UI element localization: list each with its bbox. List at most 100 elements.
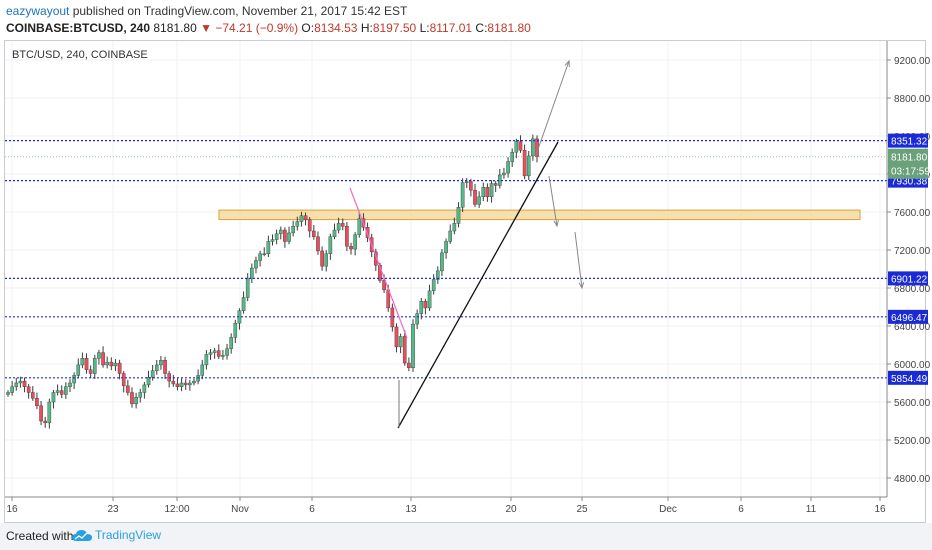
candle xyxy=(473,183,477,208)
y-tick-label: 6400.00 xyxy=(894,322,931,333)
x-tick-label: 6 xyxy=(738,504,744,515)
candle xyxy=(39,400,43,426)
candle xyxy=(274,229,279,245)
candle-body xyxy=(22,380,27,388)
symbol-name: COINBASE:BTCUSD, 240 xyxy=(6,21,151,35)
candle xyxy=(498,168,502,189)
candle xyxy=(212,347,217,359)
created-with-label: Created with xyxy=(6,529,74,543)
candle-body xyxy=(188,382,192,386)
candle xyxy=(175,378,180,391)
candle xyxy=(14,377,19,391)
candle-body xyxy=(531,138,535,157)
candle xyxy=(287,226,291,245)
candle xyxy=(138,388,143,403)
candle-body xyxy=(299,215,304,222)
candle xyxy=(18,376,23,388)
candle xyxy=(229,333,233,354)
candle-body xyxy=(130,392,134,405)
level-price-tag xyxy=(888,133,928,148)
candle-body xyxy=(59,390,64,395)
candle-body xyxy=(349,245,353,250)
arrow-head-icon xyxy=(578,282,585,290)
candle xyxy=(76,358,81,378)
candle xyxy=(35,392,39,410)
candle-body xyxy=(97,352,101,359)
y-tick-label: 4800.00 xyxy=(894,474,931,485)
candle xyxy=(365,222,370,243)
author-link[interactable]: eazywayout xyxy=(6,4,70,18)
candle xyxy=(299,211,304,227)
candle-body xyxy=(411,323,415,369)
candle xyxy=(245,273,250,302)
y-tick-label: 8800.00 xyxy=(894,94,931,105)
candle-body xyxy=(43,420,47,424)
trend-drawings xyxy=(349,59,585,429)
candle-body xyxy=(316,236,320,252)
candle-body xyxy=(423,301,428,309)
candle xyxy=(109,357,114,371)
candle-body xyxy=(225,348,229,356)
candle-body xyxy=(80,358,85,366)
arrow-head-icon xyxy=(553,220,559,228)
candle-body xyxy=(113,362,118,367)
candle xyxy=(72,372,76,389)
candle-body xyxy=(481,187,486,198)
uptrend-line xyxy=(397,141,559,429)
candle-body xyxy=(92,358,97,374)
candle xyxy=(349,242,353,255)
candle-body xyxy=(402,336,407,364)
tradingview-logo[interactable]: TradingView xyxy=(72,528,161,542)
candle-body xyxy=(398,336,403,348)
candle xyxy=(332,223,337,240)
candle-body xyxy=(493,183,498,186)
candle-body xyxy=(35,398,39,407)
candle xyxy=(159,356,163,370)
horizontal-levels xyxy=(5,140,887,379)
resistance-zone xyxy=(218,209,861,221)
x-tick-label: Dec xyxy=(659,504,677,515)
candle xyxy=(431,274,436,295)
time-axis[interactable]: 16 23 12:00 Nov 6 13 20 25 Dec 6 11 16 xyxy=(5,496,887,515)
candle xyxy=(167,370,171,388)
candle xyxy=(146,370,151,388)
candle-body xyxy=(270,239,275,242)
candle-body xyxy=(212,350,217,353)
y-tick-label: 9200.00 xyxy=(894,56,931,67)
level-price-tag xyxy=(888,271,928,286)
candle xyxy=(51,389,56,409)
candle-body xyxy=(171,380,176,385)
candle-body xyxy=(39,405,43,422)
candle-body xyxy=(274,233,279,240)
candle xyxy=(117,359,122,380)
candle-body xyxy=(175,383,180,388)
price-axis[interactable]: 4800.00 5200.00 5600.00 6000.00 6400.00 6800.… xyxy=(886,41,931,497)
candle xyxy=(208,348,213,360)
candle xyxy=(506,157,510,178)
low-label: L: xyxy=(419,21,430,35)
candle-body xyxy=(26,386,31,393)
candle-body xyxy=(502,172,506,176)
level-price-label: 6496.47 xyxy=(891,313,928,324)
candle-body xyxy=(159,360,163,366)
candle-body xyxy=(84,358,89,370)
candle xyxy=(68,379,72,393)
candle xyxy=(411,319,415,372)
candle xyxy=(43,416,47,428)
candle-body xyxy=(254,260,258,269)
x-tick-label: Nov xyxy=(231,504,249,515)
candle xyxy=(440,249,444,277)
level-price-tag xyxy=(888,370,928,385)
candle xyxy=(328,233,333,260)
candle-body xyxy=(30,392,35,399)
candle-body xyxy=(76,364,81,376)
candle-body xyxy=(436,270,440,280)
price-change: −74.21 (−0.9%) xyxy=(215,21,299,35)
x-tick-label: 12:00 xyxy=(164,504,189,515)
candle-body xyxy=(485,187,490,198)
candle xyxy=(192,378,196,386)
candle-body xyxy=(415,313,419,325)
candle-body xyxy=(221,355,225,357)
candle-body xyxy=(18,380,23,384)
